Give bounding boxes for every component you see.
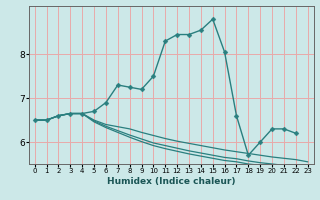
X-axis label: Humidex (Indice chaleur): Humidex (Indice chaleur) xyxy=(107,177,236,186)
